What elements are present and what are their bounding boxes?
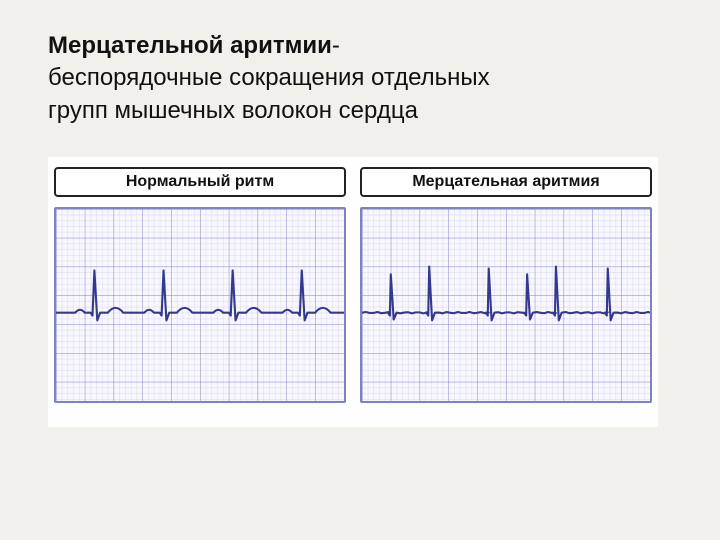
ecg-panel-normal: Нормальный ритм [54,167,346,403]
heading-dash: - [332,32,340,59]
panel-label-normal: Нормальный ритм [54,167,346,197]
ecg-chart-afib [360,207,652,403]
ecg-panel-afib: Мерцательная аритмия [360,167,652,403]
heading-def-line2: групп мышечных волокон сердца [48,97,418,124]
panel-label-afib: Мерцательная аритмия [360,167,652,197]
slide-page: Мерцательной аритмии- беспорядочные сокр… [0,0,720,540]
ecg-figure: Нормальный ритм Мерцательная аритмия [48,157,658,427]
ecg-chart-normal [54,207,346,403]
heading-def-line1: беспорядочные сокращения отдельных [48,64,490,91]
heading: Мерцательной аритмии- беспорядочные сокр… [48,30,672,127]
heading-term: Мерцательной аритмии [48,32,332,59]
